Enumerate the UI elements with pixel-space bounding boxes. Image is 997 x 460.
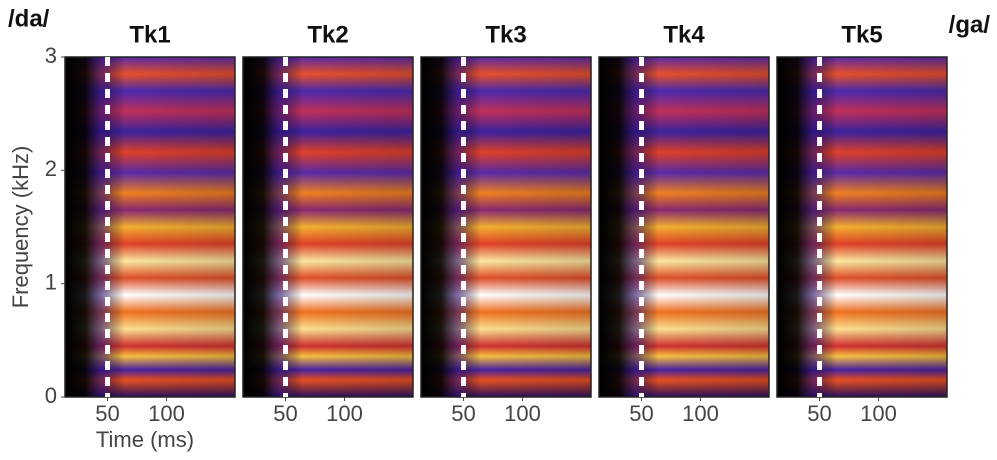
x-tick-label: 50: [629, 401, 653, 426]
right-label: /ga/: [949, 11, 991, 38]
x-tick-label: 50: [807, 401, 831, 426]
panel-frame: [598, 56, 770, 398]
y-tick-label: 2: [45, 156, 57, 181]
panel-frame: [420, 56, 592, 398]
x-tick-label: 50: [451, 401, 475, 426]
x-axis-label: Time (ms): [96, 427, 194, 452]
y-tick-label: 3: [45, 43, 57, 68]
panel-title: Tk2: [307, 21, 348, 48]
panel-frame: [64, 56, 236, 398]
onset-shade: [65, 57, 235, 397]
x-tick-label: 100: [326, 401, 363, 426]
onset-shade: [243, 57, 413, 397]
x-tick-label: 50: [273, 401, 297, 426]
y-tick-label: 1: [45, 269, 57, 294]
y-axis-label: Frequency (kHz): [8, 146, 33, 309]
x-tick-label: 100: [682, 401, 719, 426]
panel-title: Tk5: [841, 21, 882, 48]
x-tick-label: 50: [95, 401, 119, 426]
onset-shade: [599, 57, 769, 397]
panel-title: Tk4: [663, 21, 705, 48]
y-tick-label: 0: [45, 383, 57, 408]
panel-frame: [242, 56, 414, 398]
panel-title: Tk3: [485, 21, 526, 48]
x-tick-label: 100: [148, 401, 185, 426]
x-tick-label: 100: [860, 401, 897, 426]
x-tick-label: 100: [504, 401, 541, 426]
panel-title: Tk1: [129, 21, 170, 48]
onset-shade: [421, 57, 591, 397]
onset-shade: [777, 57, 947, 397]
panel-frame: [776, 56, 948, 398]
left-label: /da/: [8, 5, 50, 32]
